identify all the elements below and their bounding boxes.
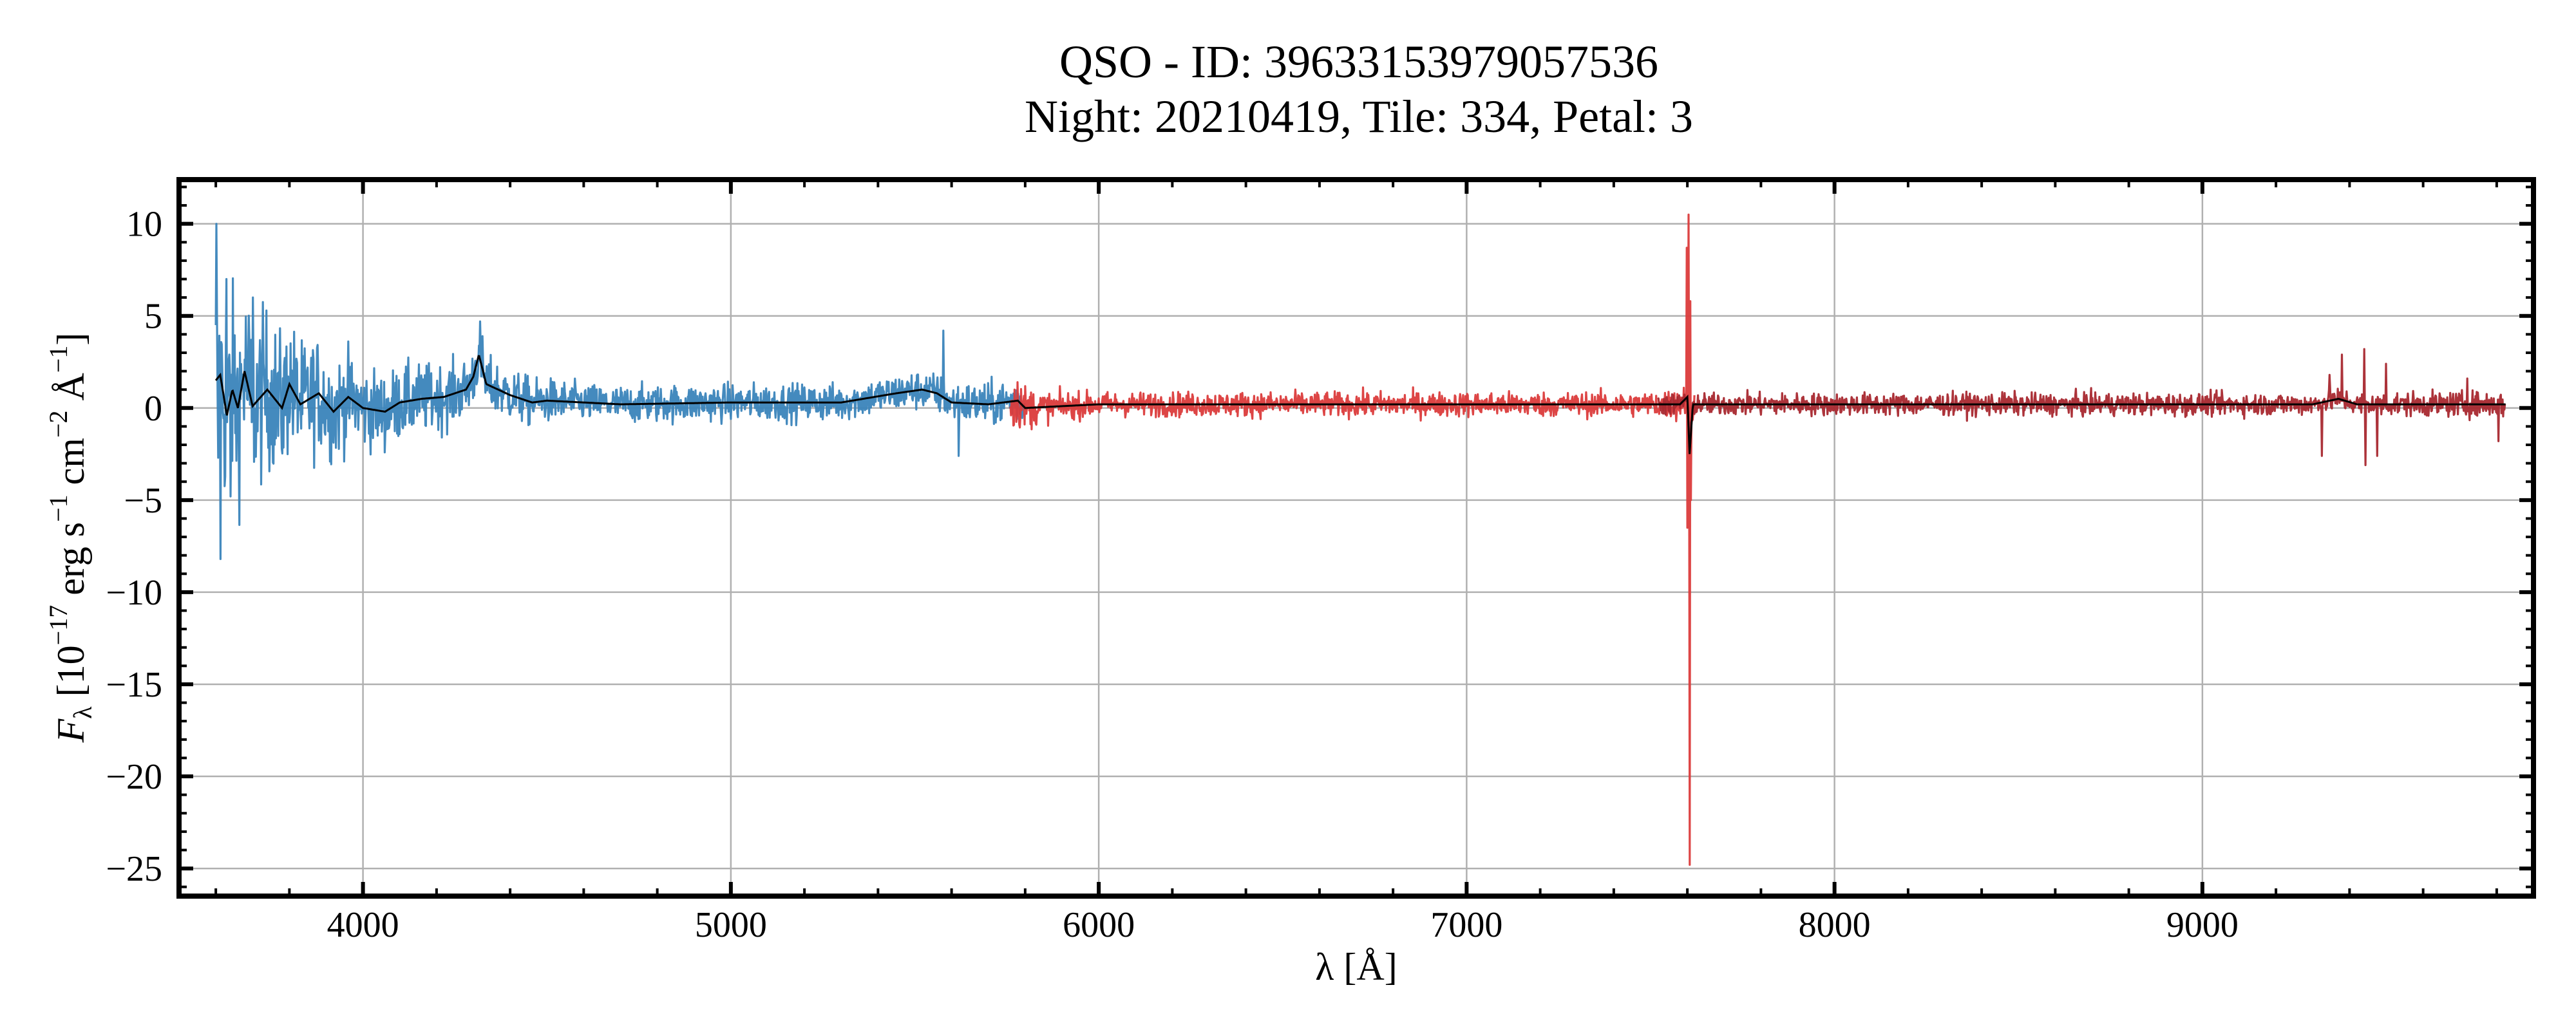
y-label-ang: Å bbox=[50, 373, 92, 410]
x-axis-label: λ [Å] bbox=[1315, 946, 1397, 988]
spectrum-b-line bbox=[214, 223, 1026, 560]
y-label-erg: erg s bbox=[50, 522, 92, 605]
chart-subtitle: Night: 20210419, Tile: 334, Petal: 3 bbox=[1025, 91, 1693, 142]
y-label-main: F bbox=[50, 718, 92, 743]
x-tick-label: 7000 bbox=[1430, 905, 1502, 945]
y-label-close: ] bbox=[50, 333, 92, 346]
model-fit-line bbox=[214, 355, 2506, 454]
plot-frame bbox=[176, 177, 2536, 899]
y-label-exp3: −2 bbox=[44, 410, 73, 438]
y-tick-label: −15 bbox=[106, 665, 162, 705]
y-label-sub: λ bbox=[68, 706, 97, 719]
x-tick-label: 5000 bbox=[695, 905, 767, 945]
ticks bbox=[179, 180, 2533, 896]
y-tick-label: −25 bbox=[106, 849, 162, 889]
y-tick-label: −20 bbox=[106, 757, 162, 797]
y-tick-label: 10 bbox=[126, 205, 162, 245]
x-tick-label: 9000 bbox=[2166, 905, 2239, 945]
y-tick-label: −5 bbox=[124, 481, 162, 521]
y-label-exp2: −1 bbox=[44, 494, 73, 522]
y-tick-label: 0 bbox=[144, 389, 162, 429]
grid bbox=[179, 180, 2533, 896]
y-label-exp4: −1 bbox=[44, 346, 73, 373]
x-tick-label: 4000 bbox=[327, 905, 399, 945]
x-tick-labels: 4000 5000 6000 7000 8000 9000 bbox=[327, 905, 2239, 945]
y-tick-labels: 10 5 0 −5 −10 −15 −20 −25 bbox=[106, 205, 162, 889]
spectrum-z-line bbox=[1657, 348, 2506, 467]
y-tick-label: −10 bbox=[106, 573, 162, 613]
y-label-exp1: −17 bbox=[44, 605, 73, 646]
y-axis-label: Fλ [10−17 erg s−1 cm−2 Å−1] bbox=[44, 333, 97, 744]
y-label-cm: cm bbox=[50, 438, 92, 494]
spectrum-r-line bbox=[1009, 213, 1696, 866]
series-group bbox=[214, 213, 2506, 866]
y-tick-label: 5 bbox=[144, 297, 162, 337]
chart-title: QSO - ID: 39633153979057536 bbox=[1059, 36, 1658, 88]
x-tick-label: 8000 bbox=[1799, 905, 1871, 945]
x-tick-label: 6000 bbox=[1063, 905, 1135, 945]
y-label-open: [10 bbox=[50, 645, 92, 706]
